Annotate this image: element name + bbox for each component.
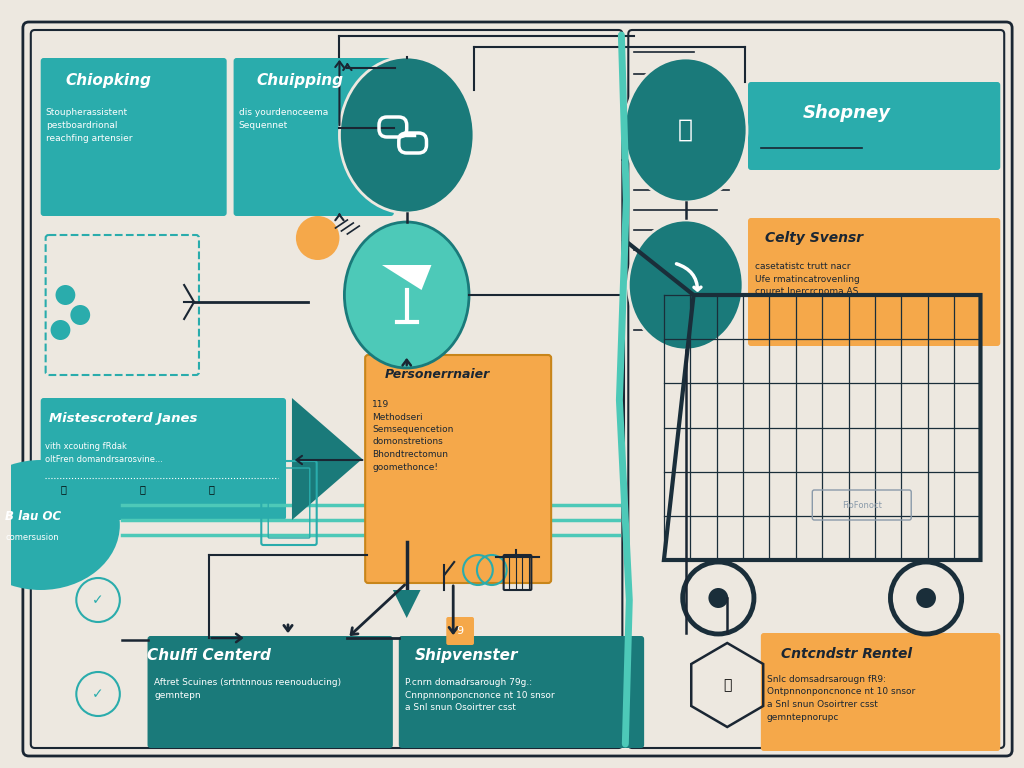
Polygon shape [393, 590, 421, 618]
Circle shape [916, 588, 936, 608]
Text: Celty Svensr: Celty Svensr [765, 231, 863, 245]
Text: Mistescroterd Janes: Mistescroterd Janes [48, 412, 197, 425]
Text: P.cnrn domadrsarough 79g.:
Cnnpnnonponcnonce nt 10 snsor
a Snl snun Osoirtrer cs: P.cnrn domadrsarough 79g.: Cnnpnnonponcn… [404, 678, 554, 712]
Text: Stoupherassistent
pestboardrional
reachfing artensier: Stoupherassistent pestboardrional reachf… [46, 108, 132, 144]
Text: B lau OC: B lau OC [5, 510, 60, 523]
Ellipse shape [339, 57, 474, 213]
FancyBboxPatch shape [398, 636, 644, 748]
Text: dis yourdenoceema
Sequennet: dis yourdenoceema Sequennet [239, 108, 328, 131]
Text: Aftret Scuines (srtntnnous reenouducing)
gemntepn: Aftret Scuines (srtntnnous reenouducing)… [155, 678, 342, 700]
Ellipse shape [344, 222, 469, 368]
Text: Cntcndstr Rentel: Cntcndstr Rentel [781, 647, 912, 661]
Text: Chuipping: Chuipping [256, 73, 343, 88]
Text: casetatistc trutt nacr
Ufe rmatincatrovenling
cnuret Inercrcnoma AS: casetatistc trutt nacr Ufe rmatincatrove… [755, 262, 860, 296]
FancyBboxPatch shape [446, 617, 474, 645]
Text: FioFonoct: FioFonoct [842, 501, 882, 509]
Text: Chiopking: Chiopking [66, 73, 152, 88]
Text: 119
Methodseri
Semsequencetion
domonstretions
Bhondtrectomun
goomethonce!: 119 Methodseri Semsequencetion domonstre… [372, 400, 454, 472]
Text: comersusion: comersusion [6, 533, 59, 542]
Circle shape [296, 216, 339, 260]
Text: Shipvenster: Shipvenster [415, 648, 518, 663]
FancyBboxPatch shape [748, 82, 1000, 170]
FancyBboxPatch shape [366, 355, 551, 583]
FancyBboxPatch shape [761, 633, 1000, 751]
Text: Snlc domsadrsarougn fR9:
Ontpnnonponcnonce nt 10 snsor
a Snl snun Osoirtrer csst: Snlc domsadrsarougn fR9: Ontpnnonponcnon… [767, 675, 915, 721]
Text: Shopney: Shopney [803, 104, 891, 122]
Ellipse shape [0, 460, 120, 590]
Circle shape [71, 305, 90, 325]
FancyBboxPatch shape [233, 58, 394, 216]
Text: 9: 9 [457, 626, 464, 636]
Ellipse shape [625, 58, 748, 202]
Text: 🐛: 🐛 [209, 484, 215, 494]
Text: ✓: ✓ [92, 593, 103, 607]
Text: 🖥: 🖥 [678, 118, 693, 142]
Polygon shape [292, 398, 362, 520]
Circle shape [709, 588, 728, 608]
FancyBboxPatch shape [748, 218, 1000, 346]
Circle shape [55, 285, 76, 305]
Text: vith xcouting fRdak
oltFren domandrsarosvine...: vith xcouting fRdak oltFren domandrsaros… [45, 442, 163, 464]
Ellipse shape [629, 220, 743, 350]
Circle shape [50, 320, 71, 340]
Text: Chulfi Centerd: Chulfi Centerd [146, 648, 270, 663]
FancyBboxPatch shape [41, 398, 286, 520]
Text: Personerrnaier: Personerrnaier [385, 368, 490, 381]
FancyBboxPatch shape [41, 58, 226, 216]
Text: 🦗: 🦗 [139, 484, 145, 494]
Text: 🦋: 🦋 [60, 484, 67, 494]
Text: ✓: ✓ [92, 687, 103, 701]
Polygon shape [382, 265, 431, 290]
FancyBboxPatch shape [147, 636, 393, 748]
Text: 🔧: 🔧 [723, 678, 731, 692]
